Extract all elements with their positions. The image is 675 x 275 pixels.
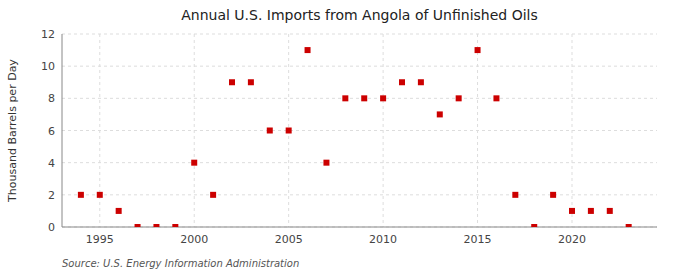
point: [418, 79, 424, 85]
y-grid-line: [62, 130, 657, 131]
y-grid-line: [62, 34, 657, 35]
x-grid-line: [572, 34, 573, 227]
point: [210, 192, 216, 198]
grid: [62, 34, 657, 227]
title: Annual U.S. Imports from Angola of Unfin…: [181, 7, 538, 23]
y-tick-label: 12: [41, 28, 55, 41]
x-axis-line: [62, 227, 657, 228]
y-grid-line: [62, 227, 657, 228]
point: [342, 95, 348, 101]
x-tick-label: 2010: [369, 233, 397, 246]
x-tick-label: 2020: [558, 233, 586, 246]
point: [191, 160, 197, 166]
point: [399, 79, 405, 85]
x-tick-label: 2005: [275, 233, 303, 246]
point: [323, 160, 329, 166]
point: [550, 192, 556, 198]
y-axis-line: [62, 34, 63, 227]
point: [437, 111, 443, 117]
point: [531, 224, 537, 227]
point: [305, 47, 311, 53]
y-grid-line: [62, 98, 657, 99]
y-tick-label: 10: [41, 60, 55, 73]
point: [569, 208, 575, 214]
x-tick-label: 1995: [86, 233, 114, 246]
point: [135, 224, 141, 227]
point: [229, 79, 235, 85]
x-grid-line: [383, 34, 384, 227]
chart-container: 0 2 4 6 8 10 12 1995 2000 2005 2010 2015 2020 Annual …: [0, 0, 675, 275]
chart-svg: 0 2 4 6 8 10 12 1995 2000 2005 2010 2015 2020 Annual …: [0, 0, 675, 275]
x-tick-label: 2000: [180, 233, 208, 246]
point: [512, 192, 518, 198]
y-tick-label: 2: [48, 189, 55, 202]
y-axis-label: Thousand Barrels per Day: [6, 59, 19, 203]
point: [626, 224, 632, 227]
x-grid-line: [194, 34, 195, 227]
point: [493, 95, 499, 101]
y-grid-line: [62, 162, 657, 163]
point: [153, 224, 159, 227]
point: [361, 95, 367, 101]
y-tick-label: 0: [48, 221, 55, 234]
point: [380, 95, 386, 101]
point: [97, 192, 103, 198]
point: [116, 208, 122, 214]
y-tick-label: 6: [48, 125, 55, 138]
x-grid-line: [477, 34, 478, 227]
source-note: Source: U.S. Energy Information Administ…: [62, 258, 299, 269]
point: [172, 224, 178, 227]
point: [588, 208, 594, 214]
x-tick-label: 2015: [464, 233, 492, 246]
point: [248, 79, 254, 85]
point: [456, 95, 462, 101]
y-tick-label: 4: [48, 157, 55, 170]
y-tick-label: 8: [48, 92, 55, 105]
point: [475, 47, 481, 53]
point: [286, 128, 292, 134]
point: [267, 128, 273, 134]
point: [78, 192, 84, 198]
point: [607, 208, 613, 214]
y-grid-line: [62, 194, 657, 195]
axes: 0 2 4 6 8 10 12 1995 2000 2005 2010 2015 2020: [41, 28, 657, 246]
y-grid-line: [62, 66, 657, 67]
x-grid-line: [99, 34, 100, 227]
points: [78, 47, 632, 227]
